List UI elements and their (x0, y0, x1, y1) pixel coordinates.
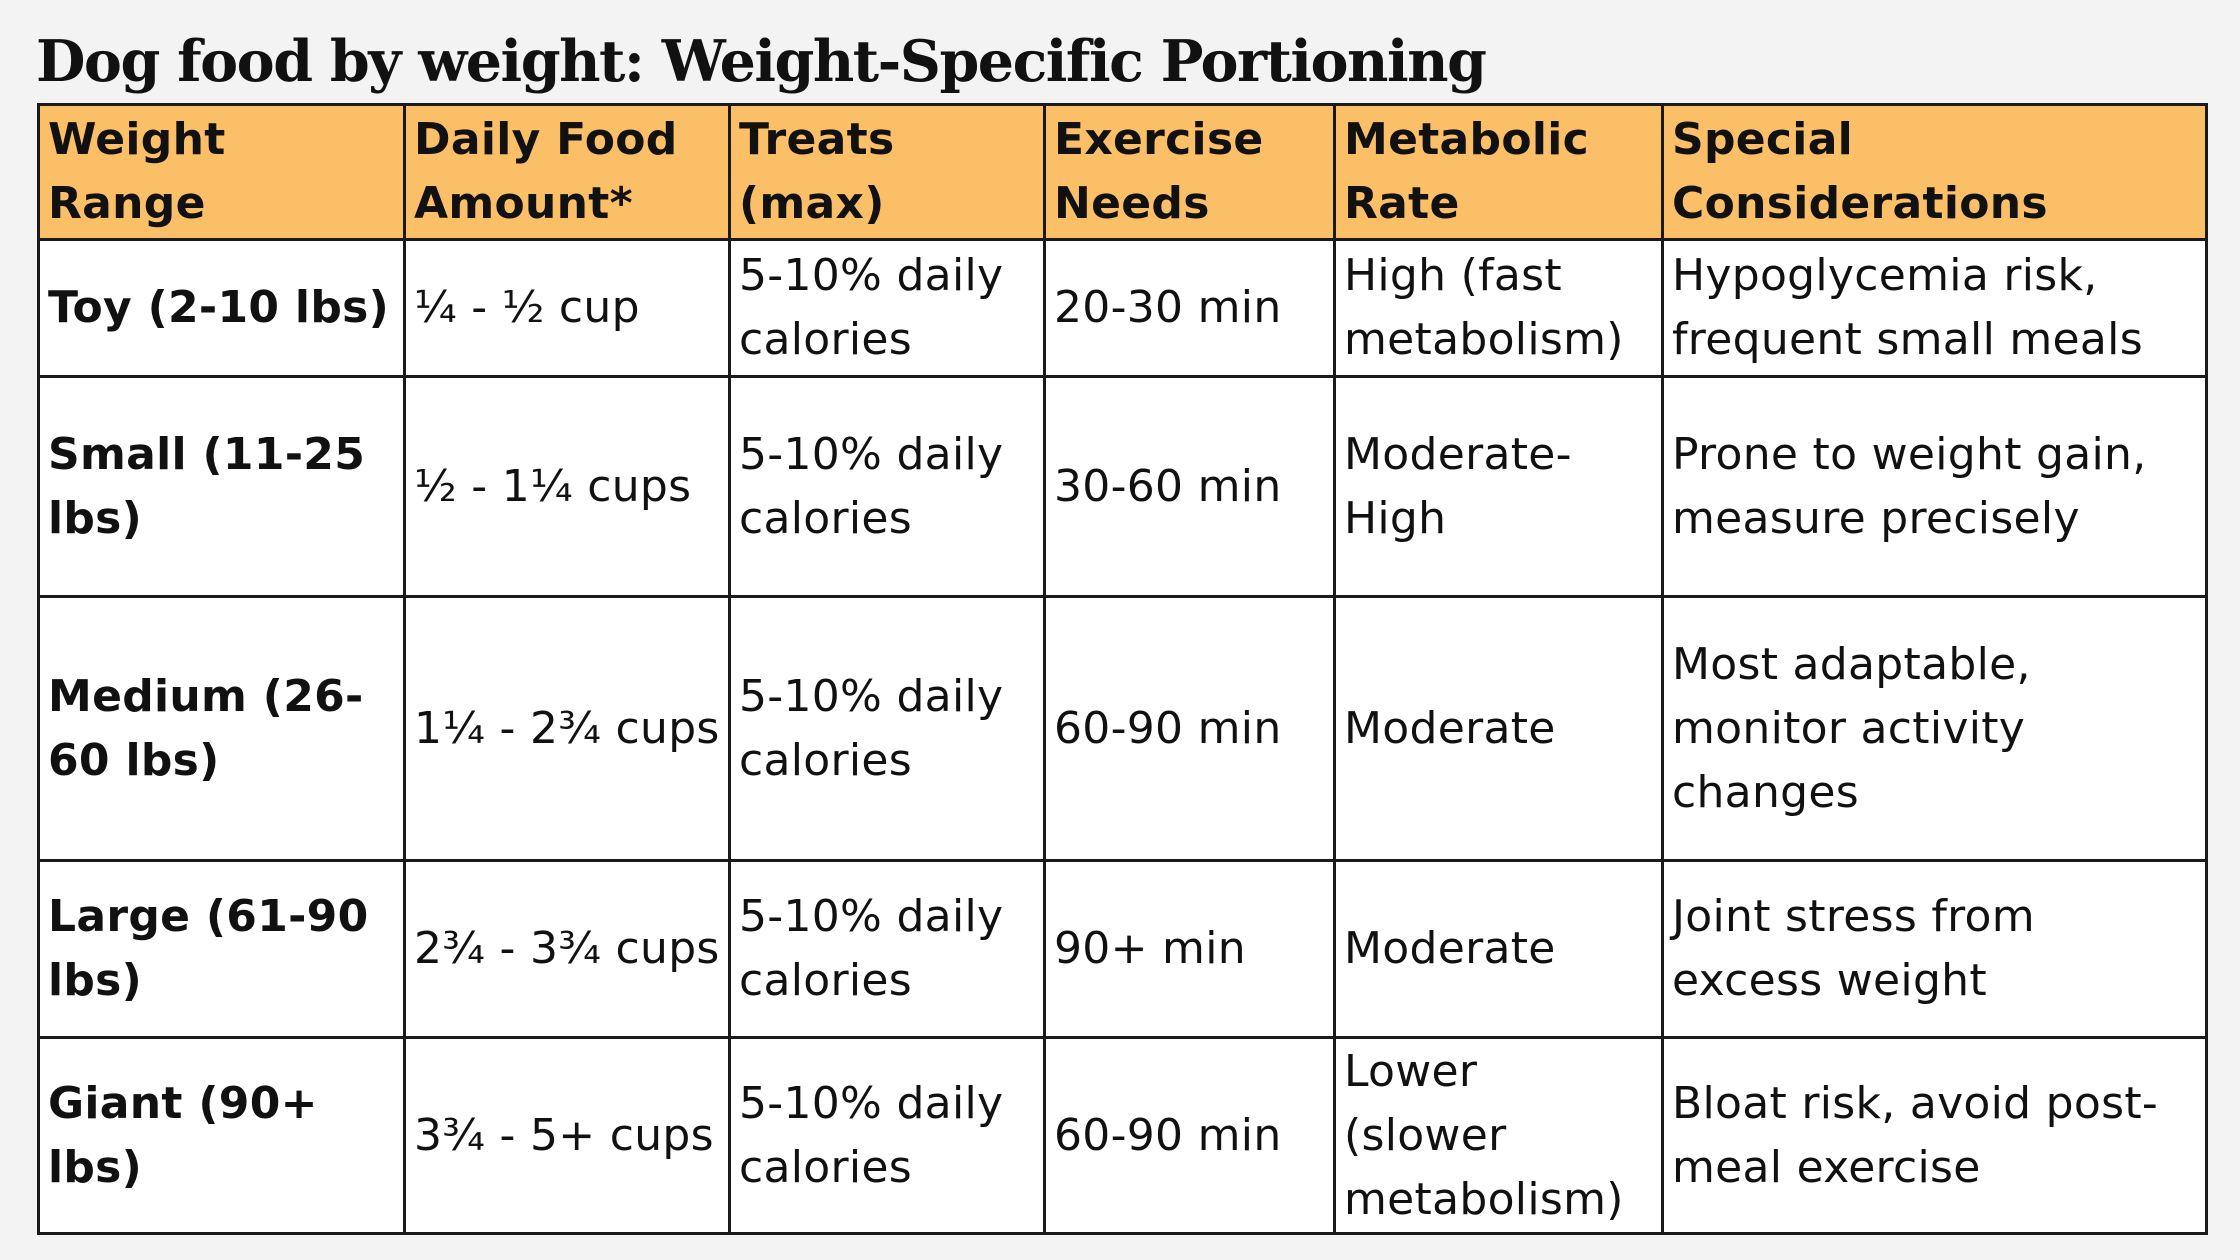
weight-range-cell: Small (11-25 lbs) (37, 375, 406, 598)
daily-food-amount-cell: 2¾ - 3¾ cups (403, 859, 731, 1039)
special-considerations-cell: Joint stress from excess weight (1661, 859, 2208, 1039)
special-considerations-cell: Bloat risk, avoid post-meal exercise (1661, 1036, 2208, 1235)
treats-max-cell: 5-10% daily calories (728, 1036, 1046, 1235)
portioning-table: Weight Range Daily Food Amount* Treats (… (37, 103, 2208, 1235)
daily-food-amount-cell: 1¼ - 2¾ cups (403, 595, 731, 862)
daily-food-amount-cell: ¼ - ½ cup (403, 238, 731, 378)
special-considerations-cell: Most adaptable, monitor activity changes (1661, 595, 2208, 862)
header-treats-max: Treats (max) (728, 103, 1046, 241)
table-row: Toy (2-10 lbs) ¼ - ½ cup 5-10% daily cal… (37, 238, 2208, 378)
exercise-needs-cell: 60-90 min (1043, 595, 1336, 862)
daily-food-amount-cell: ½ - 1¼ cups (403, 375, 731, 598)
table-row: Medium (26-60 lbs) 1¼ - 2¾ cups 5-10% da… (37, 595, 2208, 862)
treats-max-cell: 5-10% daily calories (728, 859, 1046, 1039)
header-daily-food-amount: Daily Food Amount* (403, 103, 731, 241)
weight-range-cell: Large (61-90 lbs) (37, 859, 406, 1039)
metabolic-rate-cell: Moderate-High (1333, 375, 1664, 598)
header-weight-range: Weight Range (37, 103, 406, 241)
table-row: Giant (90+ lbs) 3¾ - 5+ cups 5-10% daily… (37, 1036, 2208, 1235)
header-special-considerations: Special Considerations (1661, 103, 2208, 241)
treats-max-cell: 5-10% daily calories (728, 375, 1046, 598)
exercise-needs-cell: 30-60 min (1043, 375, 1336, 598)
page-title: Dog food by weight: Weight-Specific Port… (36, 28, 1487, 95)
special-considerations-cell: Prone to weight gain, measure precisely (1661, 375, 2208, 598)
weight-range-cell: Toy (2-10 lbs) (37, 238, 406, 378)
weight-range-cell: Medium (26-60 lbs) (37, 595, 406, 862)
table-row: Large (61-90 lbs) 2¾ - 3¾ cups 5-10% dai… (37, 859, 2208, 1039)
metabolic-rate-cell: Lower (slower metabolism) (1333, 1036, 1664, 1235)
metabolic-rate-cell: Moderate (1333, 595, 1664, 862)
table-row: Small (11-25 lbs) ½ - 1¼ cups 5-10% dail… (37, 375, 2208, 598)
exercise-needs-cell: 60-90 min (1043, 1036, 1336, 1235)
metabolic-rate-cell: High (fast metabolism) (1333, 238, 1664, 378)
metabolic-rate-cell: Moderate (1333, 859, 1664, 1039)
special-considerations-cell: Hypoglycemia risk, frequent small meals (1661, 238, 2208, 378)
header-row: Weight Range Daily Food Amount* Treats (… (37, 103, 2208, 241)
treats-max-cell: 5-10% daily calories (728, 238, 1046, 378)
header-exercise-needs: Exercise Needs (1043, 103, 1336, 241)
daily-food-amount-cell: 3¾ - 5+ cups (403, 1036, 731, 1235)
weight-range-cell: Giant (90+ lbs) (37, 1036, 406, 1235)
treats-max-cell: 5-10% daily calories (728, 595, 1046, 862)
header-metabolic-rate: Metabolic Rate (1333, 103, 1664, 241)
exercise-needs-cell: 20-30 min (1043, 238, 1336, 378)
exercise-needs-cell: 90+ min (1043, 859, 1336, 1039)
